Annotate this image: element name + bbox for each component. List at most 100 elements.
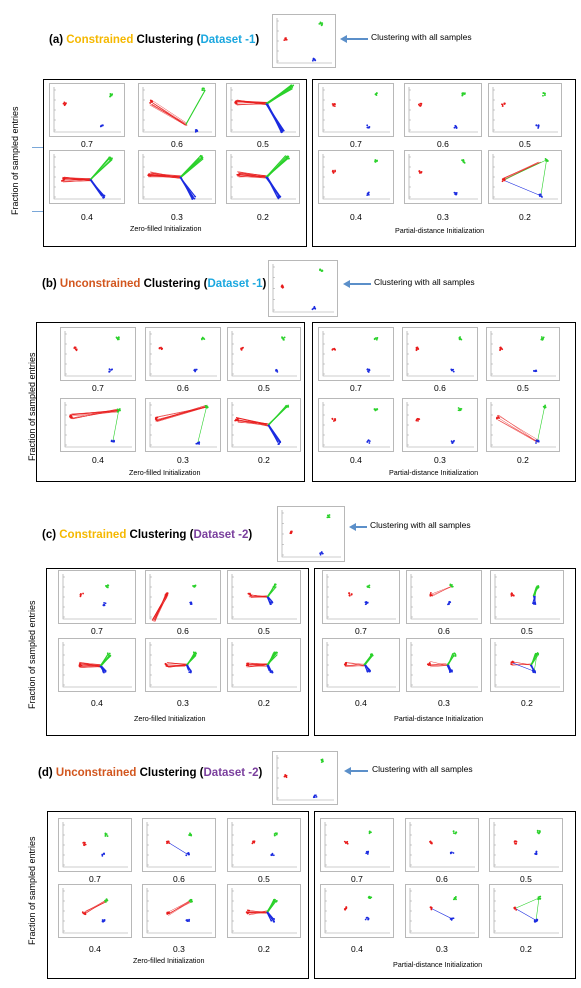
red-cluster xyxy=(429,906,432,909)
green-cluster xyxy=(454,896,457,899)
green-cluster xyxy=(275,651,278,654)
blue-cluster xyxy=(186,919,189,921)
blue-cluster xyxy=(366,441,369,443)
mini-plot-svg xyxy=(322,402,390,448)
zero-filled-plot xyxy=(58,638,136,692)
blue-cluster xyxy=(534,852,536,855)
fraction-label: 0.5 xyxy=(258,383,270,393)
mini-plot-svg xyxy=(322,87,390,133)
red-cluster xyxy=(430,842,433,845)
fraction-label: 0.6 xyxy=(177,383,189,393)
green-cluster xyxy=(285,156,288,158)
red-cluster xyxy=(167,840,170,843)
blue-cluster xyxy=(312,796,315,799)
red-cluster xyxy=(246,912,249,915)
green-cluster xyxy=(544,158,547,160)
green-cluster xyxy=(461,159,463,162)
green-cluster xyxy=(320,758,323,761)
red-cluster xyxy=(331,170,334,173)
red-cluster xyxy=(499,347,502,350)
green-cluster xyxy=(375,408,378,411)
blue-cluster xyxy=(280,130,283,133)
green-cluster xyxy=(274,583,277,586)
green-cluster xyxy=(457,409,460,412)
blue-cluster xyxy=(367,669,370,672)
green-cluster xyxy=(542,94,544,97)
partial-distance-plot xyxy=(318,398,394,452)
zero-filled-label-d: Zero-filled Initialization xyxy=(133,956,205,965)
blue-cluster xyxy=(193,369,196,371)
mini-plot-svg xyxy=(64,331,132,377)
mini-plot-svg xyxy=(276,18,332,64)
mini-plot-svg xyxy=(409,822,475,868)
fraction-label: 0.2 xyxy=(258,698,270,708)
green-cluster xyxy=(273,653,276,656)
red-cluster xyxy=(168,842,171,844)
red-cluster xyxy=(334,170,337,173)
blue-cluster xyxy=(198,441,201,444)
mini-plot-svg xyxy=(408,154,478,200)
mini-plot-svg xyxy=(146,822,212,868)
partial-distance-plot xyxy=(318,327,394,381)
blue-cluster xyxy=(532,671,535,674)
green-cluster xyxy=(193,653,196,656)
fraction-label: 0.6 xyxy=(171,139,183,149)
blue-cluster xyxy=(454,124,457,127)
mini-plot-svg xyxy=(406,331,474,377)
fraction-label: 0.7 xyxy=(351,874,363,884)
blue-cluster xyxy=(365,603,367,605)
red-cluster xyxy=(253,841,256,844)
green-cluster xyxy=(116,338,119,341)
blue-cluster xyxy=(367,192,370,195)
blue-cluster xyxy=(193,197,196,200)
fraction-label: 0.4 xyxy=(92,455,104,465)
mini-plot-svg xyxy=(326,574,396,620)
red-cluster xyxy=(499,349,501,352)
red-cluster xyxy=(148,174,150,177)
red-cluster xyxy=(62,179,65,181)
green-cluster xyxy=(368,832,371,835)
section-a-title: (a) Constrained Clustering (Dataset -1) xyxy=(49,34,260,46)
red-cluster xyxy=(73,347,76,349)
zero-filled-plot xyxy=(58,818,132,872)
all-samples-plot-b xyxy=(268,260,338,317)
green-cluster xyxy=(275,899,278,902)
zero-filled-plot xyxy=(226,83,300,137)
blue-cluster xyxy=(279,441,282,444)
mini-plot-svg xyxy=(53,154,121,200)
partial-distance-plot xyxy=(318,150,394,204)
partial-distance-plot xyxy=(406,570,482,624)
blue-cluster xyxy=(531,669,534,672)
red-cluster xyxy=(497,415,499,417)
red-cluster xyxy=(496,417,498,420)
red-cluster xyxy=(503,179,506,182)
green-cluster xyxy=(328,514,331,516)
partial-distance-plot xyxy=(404,150,482,204)
red-cluster xyxy=(281,286,284,289)
partial-distance-plot xyxy=(490,570,564,624)
mini-plot-svg xyxy=(490,402,556,448)
partial-distance-plot xyxy=(486,398,560,452)
mini-plot-svg xyxy=(409,888,475,934)
red-cluster xyxy=(350,593,353,596)
red-cluster xyxy=(512,594,515,597)
blue-cluster xyxy=(537,439,540,442)
red-cluster xyxy=(79,593,82,596)
blue-cluster xyxy=(104,602,107,605)
zero-filled-plot xyxy=(142,884,216,938)
red-cluster xyxy=(82,841,85,844)
green-cluster xyxy=(273,651,276,654)
blue-cluster xyxy=(450,440,453,443)
blue-cluster xyxy=(366,601,369,604)
fraction-label: 0.6 xyxy=(437,139,449,149)
green-cluster xyxy=(192,585,194,587)
fraction-label: 0.2 xyxy=(521,698,533,708)
section-c-title: (c) Constrained Clustering (Dataset -2) xyxy=(42,529,253,541)
green-cluster xyxy=(463,93,466,95)
red-cluster xyxy=(166,592,169,595)
red-cluster xyxy=(348,594,351,596)
mini-plot-svg xyxy=(142,154,212,200)
green-cluster xyxy=(105,898,108,901)
zero-filled-plot xyxy=(138,83,216,137)
green-cluster xyxy=(273,833,276,835)
